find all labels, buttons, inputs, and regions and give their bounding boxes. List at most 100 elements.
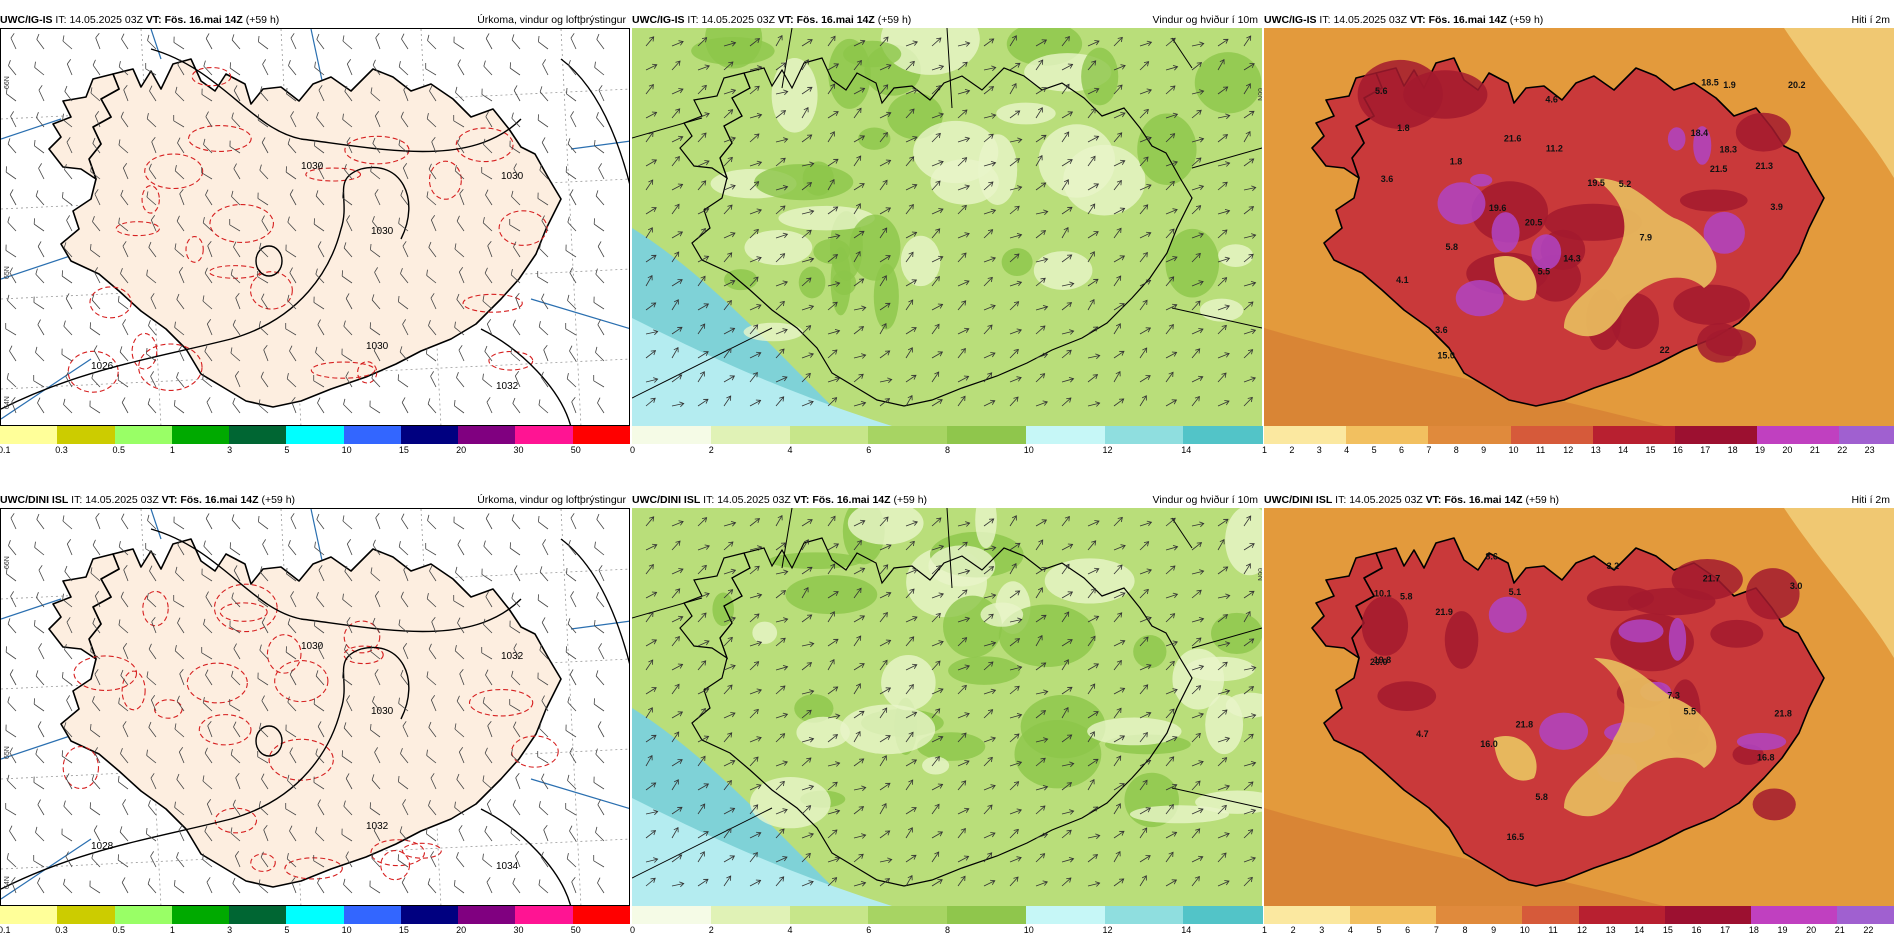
color-swatch — [1407, 906, 1437, 924]
latitude-label: 64N — [4, 876, 11, 889]
precip-map[interactable]: 1030 1032 1030 1032 1028 1034 66N 65N 64N — [0, 508, 630, 906]
temperature-value: 4.1 — [1396, 275, 1409, 285]
scale-tick-label: 10 — [1023, 445, 1034, 455]
scale-tick-label: 0 — [630, 925, 636, 935]
color-swatch — [1808, 906, 1838, 924]
model-label: UWC/DINI ISL — [1264, 494, 1333, 506]
latitude-label: 66N — [1256, 568, 1262, 581]
init-time: 14.05.2025 03Z — [701, 14, 775, 26]
temperature-value: 19.5 — [1587, 178, 1605, 188]
color-swatch — [1579, 906, 1609, 924]
temperature-value: 16.8 — [1757, 753, 1775, 763]
color-swatch — [57, 906, 116, 924]
color-swatch — [286, 426, 345, 444]
temperature-map[interactable]: 10.1 4.7 16.5 7.3 16.8 19.8 20.0 21.7 21.8 5.1 5.8… — [1264, 508, 1894, 906]
temperature-map[interactable]: 5.8 4.6 14.3 5.2 5.6 18.5 20.2 4.1 7.9 22 21.3 20.5… — [1264, 28, 1894, 426]
isobar-label: 1030 — [371, 226, 394, 237]
scale-tick-label: 1 — [1262, 925, 1268, 935]
panel-ig-temp: UWC/IG-IS IT: 14.05.2025 03Z VT: Fös. 16… — [1262, 12, 1895, 472]
scale-tick-label: 4 — [1347, 925, 1353, 935]
wind-map[interactable]: 66N — [632, 28, 1262, 426]
scale-tick-label: 2 — [1289, 445, 1295, 455]
color-scale-bar — [0, 906, 631, 924]
scale-tick-label: 2 — [708, 925, 714, 935]
scale-tick-label: 5 — [284, 445, 290, 455]
temperature-value: 14.3 — [1563, 254, 1581, 264]
panel-header: UWC/DINI ISL IT: 14.05.2025 03Z VT: Fös.… — [1264, 494, 1890, 506]
temperature-value: 8.6 — [1485, 551, 1498, 561]
scale-tick-label: 5 — [1371, 445, 1377, 455]
wind-map[interactable]: 66N — [632, 508, 1262, 906]
valid-time: Fös. 16.mai 14Z — [812, 494, 891, 506]
scale-tick-label: 10 — [1519, 925, 1530, 935]
temperature-value: 20.5 — [1525, 218, 1543, 228]
color-scale-bar — [632, 906, 1263, 924]
temperature-value: 3.2 — [1607, 561, 1620, 571]
temperature-value: 20.0 — [1370, 657, 1388, 667]
color-swatch — [1757, 426, 1785, 444]
scale-tick-label: 6 — [1405, 925, 1411, 935]
scale-tick-label: 4 — [787, 925, 793, 935]
color-swatch — [1839, 426, 1868, 444]
valid-time: Fös. 16.mai 14Z — [796, 14, 875, 26]
scale-tick-label: 15 — [1645, 445, 1656, 455]
wind-barbs — [5, 32, 605, 414]
init-time: 14.05.2025 03Z — [69, 14, 143, 26]
model-label: UWC/IG-IS — [0, 14, 53, 26]
color-swatch — [947, 906, 1027, 924]
color-swatch — [171, 906, 230, 924]
color-swatch — [1866, 426, 1895, 444]
scale-tick-label: 3 — [1316, 445, 1322, 455]
panel-title: Úrkoma, vindur og loftþrýstingur — [477, 494, 626, 506]
temperature-value: 5.2 — [1619, 179, 1632, 189]
color-swatch — [1435, 906, 1465, 924]
scale-tick-label: 1 — [169, 925, 175, 935]
color-swatch — [1292, 906, 1322, 924]
scale-tick-label: 1 — [1262, 445, 1268, 455]
scale-tick-label: 0.3 — [55, 445, 68, 455]
color-swatch — [1702, 426, 1731, 444]
temperature-value: 15.0 — [1437, 350, 1455, 360]
scale-tick-label: 3 — [227, 925, 233, 935]
color-swatch — [515, 906, 574, 924]
color-swatch — [1025, 906, 1105, 924]
scale-tick-label: 3 — [1319, 925, 1325, 935]
temperature-value: 21.8 — [1516, 720, 1534, 730]
scale-tick-label: 8 — [945, 925, 951, 935]
color-swatch — [286, 906, 345, 924]
color-swatch — [1674, 426, 1703, 444]
scale-tick-label: 16 — [1672, 445, 1683, 455]
color-swatch — [1750, 906, 1780, 924]
temperature-value: 1.8 — [1397, 123, 1410, 133]
scale-tick-label: 20 — [1782, 445, 1793, 455]
panel-title: Vindur og hviður í 10m — [1152, 14, 1258, 26]
scale-tick-label: 21 — [1834, 925, 1845, 935]
scale-tick-label: 0.1 — [0, 925, 11, 935]
scale-tick-label: 50 — [570, 445, 581, 455]
color-swatch — [710, 906, 790, 924]
scale-tick-label: 7 — [1433, 925, 1439, 935]
scale-tick-label: 10 — [341, 925, 352, 935]
color-scale-labels: 1 2 3 4 5 6 7 8 9 10 11 12 13 14 15 16 17 18 19 20 21 22 — [1262, 924, 1894, 936]
scale-tick-label: 21 — [1809, 445, 1820, 455]
color-swatch — [789, 906, 869, 924]
scale-tick-label: 10 — [1508, 445, 1519, 455]
scale-tick-label: 12 — [1563, 445, 1574, 455]
color-swatch — [868, 426, 948, 444]
panel-header: UWC/DINI ISL IT: 14.05.2025 03Z VT: Fös.… — [0, 494, 626, 506]
color-swatch — [1183, 906, 1263, 924]
temperature-value: 3.9 — [1770, 202, 1783, 212]
color-swatch — [1373, 426, 1402, 444]
valid-time: Fös. 16.mai 14Z — [180, 494, 259, 506]
scale-tick-label: 6 — [866, 925, 872, 935]
color-swatch — [789, 426, 869, 444]
model-label: UWC/DINI ISL — [0, 494, 69, 506]
scale-tick-label: 2 — [708, 445, 714, 455]
scale-tick-label: 17 — [1720, 925, 1731, 935]
temperature-value: 4.6 — [1545, 94, 1558, 104]
precip-map[interactable]: 1030 1030 1030 1030 1026 1032 66N 65N 64N — [0, 28, 630, 426]
isobar-label: 1030 — [501, 171, 524, 182]
color-swatch — [57, 426, 116, 444]
panel-title: Úrkoma, vindur og loftþrýstingur — [477, 14, 626, 26]
scale-tick-label: 15 — [398, 925, 409, 935]
